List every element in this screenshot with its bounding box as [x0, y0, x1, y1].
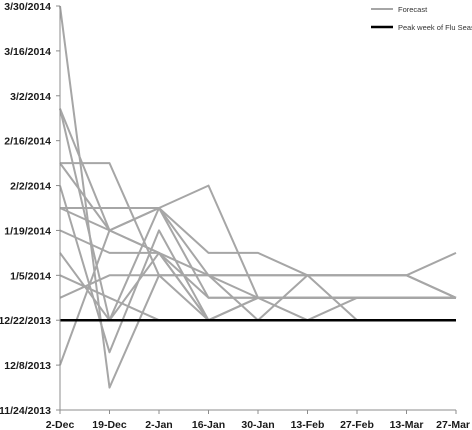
y-tick-label: 3/2/2014 [10, 91, 51, 103]
forecast-line-2 [59, 108, 456, 322]
x-tick-label: 16-Jan [192, 419, 225, 430]
y-tick-label: 11/24/2013 [0, 405, 51, 417]
y-tick-label: 12/22/2013 [0, 315, 51, 327]
legend-forecast-label: Forecast [398, 5, 428, 14]
forecast-line-11 [59, 274, 456, 322]
x-tick-label: 27-Feb [340, 419, 374, 430]
x-tick-label: 19-Dec [92, 419, 127, 430]
y-tick-label: 1/19/2014 [4, 225, 51, 237]
x-tick-label: 27-Mar [436, 419, 470, 430]
legend: Forecast Peak week of Flu Season [371, 5, 472, 32]
legend-peak-label: Peak week of Flu Season [398, 23, 472, 32]
x-tick-label: 30-Jan [241, 419, 274, 430]
forecast-line-9 [59, 229, 457, 299]
forecast-line-12 [59, 274, 457, 299]
forecast-line-3 [59, 108, 456, 299]
y-tick-label: 3/30/2014 [4, 1, 51, 13]
x-tick-label: 2-Jan [145, 419, 172, 430]
x-tick-label: 2-Dec [46, 419, 75, 430]
forecast-line-7 [60, 207, 457, 277]
y-tick-label: 2/16/2014 [4, 136, 51, 148]
y-tick-label: 2/2/2014 [10, 181, 51, 193]
y-tick-labels: 11/24/2013 12/8/2013 12/22/2013 1/5/2014 1/1… [0, 1, 60, 417]
x-tick-labels: 2-Dec 19-Dec 2-Jan 16-Jan 30-Jan 13-Feb 27-Feb… [46, 410, 470, 430]
forecast-series-group [59, 5, 457, 389]
y-tick-label: 3/16/2014 [4, 46, 51, 58]
y-tick-label: 1/5/2014 [10, 270, 51, 282]
forecast-line-6 [59, 185, 456, 354]
x-tick-label: 13-Mar [390, 419, 424, 430]
y-tick-label: 12/8/2013 [4, 360, 51, 372]
x-tick-label: 13-Feb [291, 419, 325, 430]
